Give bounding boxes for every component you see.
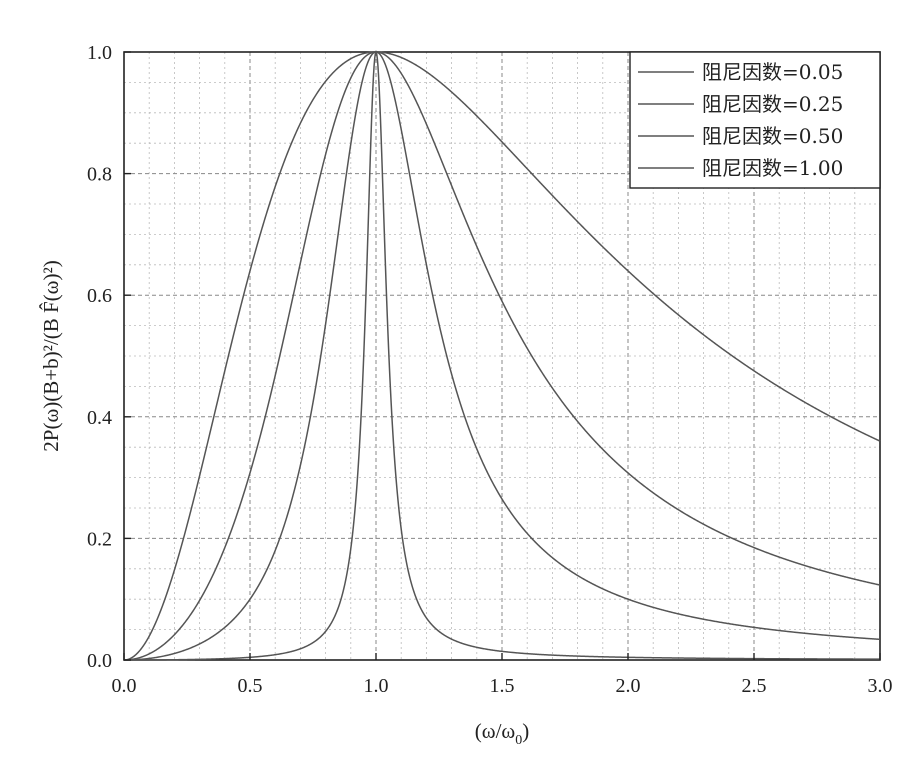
legend-label: 阻尼因数=0.25 bbox=[702, 92, 843, 116]
y-tick-label: 0.6 bbox=[87, 285, 112, 307]
y-tick-label: 0.0 bbox=[87, 650, 112, 672]
legend: 阻尼因数=0.05 阻尼因数=0.25 阻尼因数=0.50 阻尼因数=1.00 bbox=[630, 52, 880, 188]
x-axis-title: (ω/ω0) bbox=[475, 719, 529, 748]
x-tick-label: 3.0 bbox=[868, 675, 893, 697]
y-tick-label: 0.2 bbox=[87, 528, 112, 550]
legend-label: 阻尼因数=0.05 bbox=[702, 60, 843, 84]
y-tick-label: 1.0 bbox=[87, 42, 112, 64]
x-tick-label: 2.5 bbox=[742, 675, 767, 697]
y-tick-label: 0.4 bbox=[87, 407, 112, 429]
legend-label: 阻尼因数=0.50 bbox=[702, 124, 843, 148]
x-tick-label: 0.0 bbox=[112, 675, 137, 697]
x-tick-label: 1.0 bbox=[364, 675, 389, 697]
y-tick-label: 0.8 bbox=[87, 164, 112, 186]
x-tick-label: 2.0 bbox=[616, 675, 641, 697]
legend-label: 阻尼因数=1.00 bbox=[702, 156, 843, 180]
y-axis-title: 2P(ω)(B+b)²/(B F̂(ω)²) bbox=[39, 260, 63, 451]
x-tick-label: 1.5 bbox=[490, 675, 515, 697]
x-tick-label: 0.5 bbox=[238, 675, 263, 697]
